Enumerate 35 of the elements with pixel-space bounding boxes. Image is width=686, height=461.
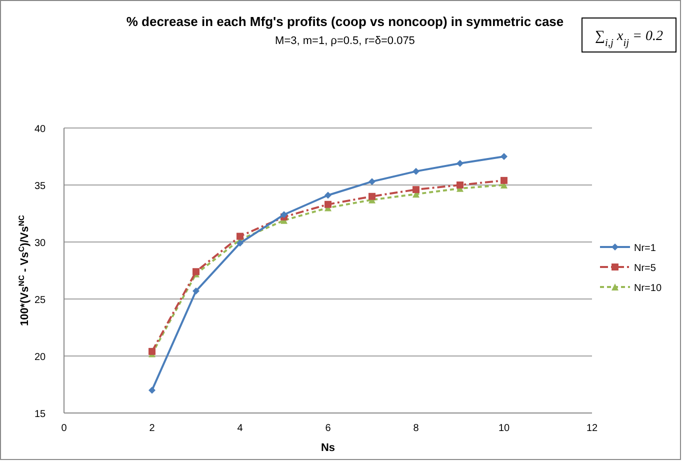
x-tick-label: 6 <box>325 423 332 434</box>
point <box>192 288 200 295</box>
x-tick-label: 4 <box>237 423 244 434</box>
y-tick-label: 30 <box>34 238 46 249</box>
x-tick-label: 12 <box>586 423 598 434</box>
point <box>368 178 376 186</box>
point <box>500 153 508 160</box>
point <box>148 348 156 355</box>
point <box>456 182 464 188</box>
point <box>236 240 244 247</box>
y-tick-label: 40 <box>34 124 46 135</box>
point <box>324 192 332 199</box>
x-tick-label: 2 <box>149 423 156 434</box>
y-tick-label: 25 <box>34 295 46 306</box>
y-tick-label: 20 <box>34 352 46 363</box>
point <box>412 186 420 194</box>
x-tick-label: 0 <box>61 423 68 434</box>
chart-subtitle: M=3, m=1, ρ=0.5, r=δ=0.075 <box>275 35 415 47</box>
point <box>500 176 508 184</box>
x-axis-title: Ns <box>320 442 336 454</box>
x-tick-label: 10 <box>498 423 510 434</box>
point <box>412 168 420 175</box>
point <box>236 232 244 240</box>
legend-label: Nr=10 <box>634 283 662 294</box>
point <box>324 200 332 208</box>
x-tick-label: 8 <box>413 423 420 434</box>
point <box>456 160 464 167</box>
point <box>368 192 376 200</box>
chart-title: % decrease in each Mfg's profits (coop vs noncoop) in symmetric case <box>126 14 564 29</box>
point <box>148 386 156 394</box>
text: ∑$_{i,j}$ x$_{ij}$ = 0.2 <box>595 29 663 48</box>
legend-label: Nr=1 <box>634 243 656 254</box>
y-tick-label: 15 <box>34 409 46 420</box>
y-tick-label: 35 <box>34 181 46 192</box>
legend-label: Nr=5 <box>634 263 656 274</box>
